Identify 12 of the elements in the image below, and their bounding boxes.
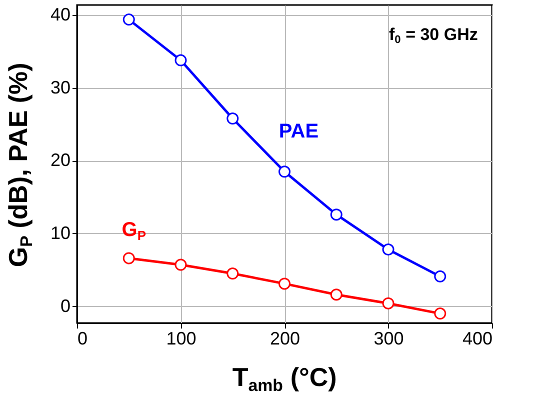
y-axis-title: GP (dB), PAE (%) — [3, 62, 36, 268]
y-tick-label: 0 — [60, 296, 70, 316]
x-tick-label: 0 — [78, 328, 88, 348]
x-tick-label: 200 — [270, 328, 300, 348]
x-tick-label: 400 — [462, 328, 492, 348]
x-tick-label: 100 — [166, 328, 196, 348]
y-tick-label: 30 — [50, 77, 70, 98]
y-tick-label: 40 — [50, 4, 70, 25]
y-tick-label: 20 — [50, 150, 70, 170]
y-tick-label: 10 — [50, 222, 70, 243]
x-tick-label: 300 — [374, 328, 404, 348]
series-label: PAE — [278, 120, 319, 143]
